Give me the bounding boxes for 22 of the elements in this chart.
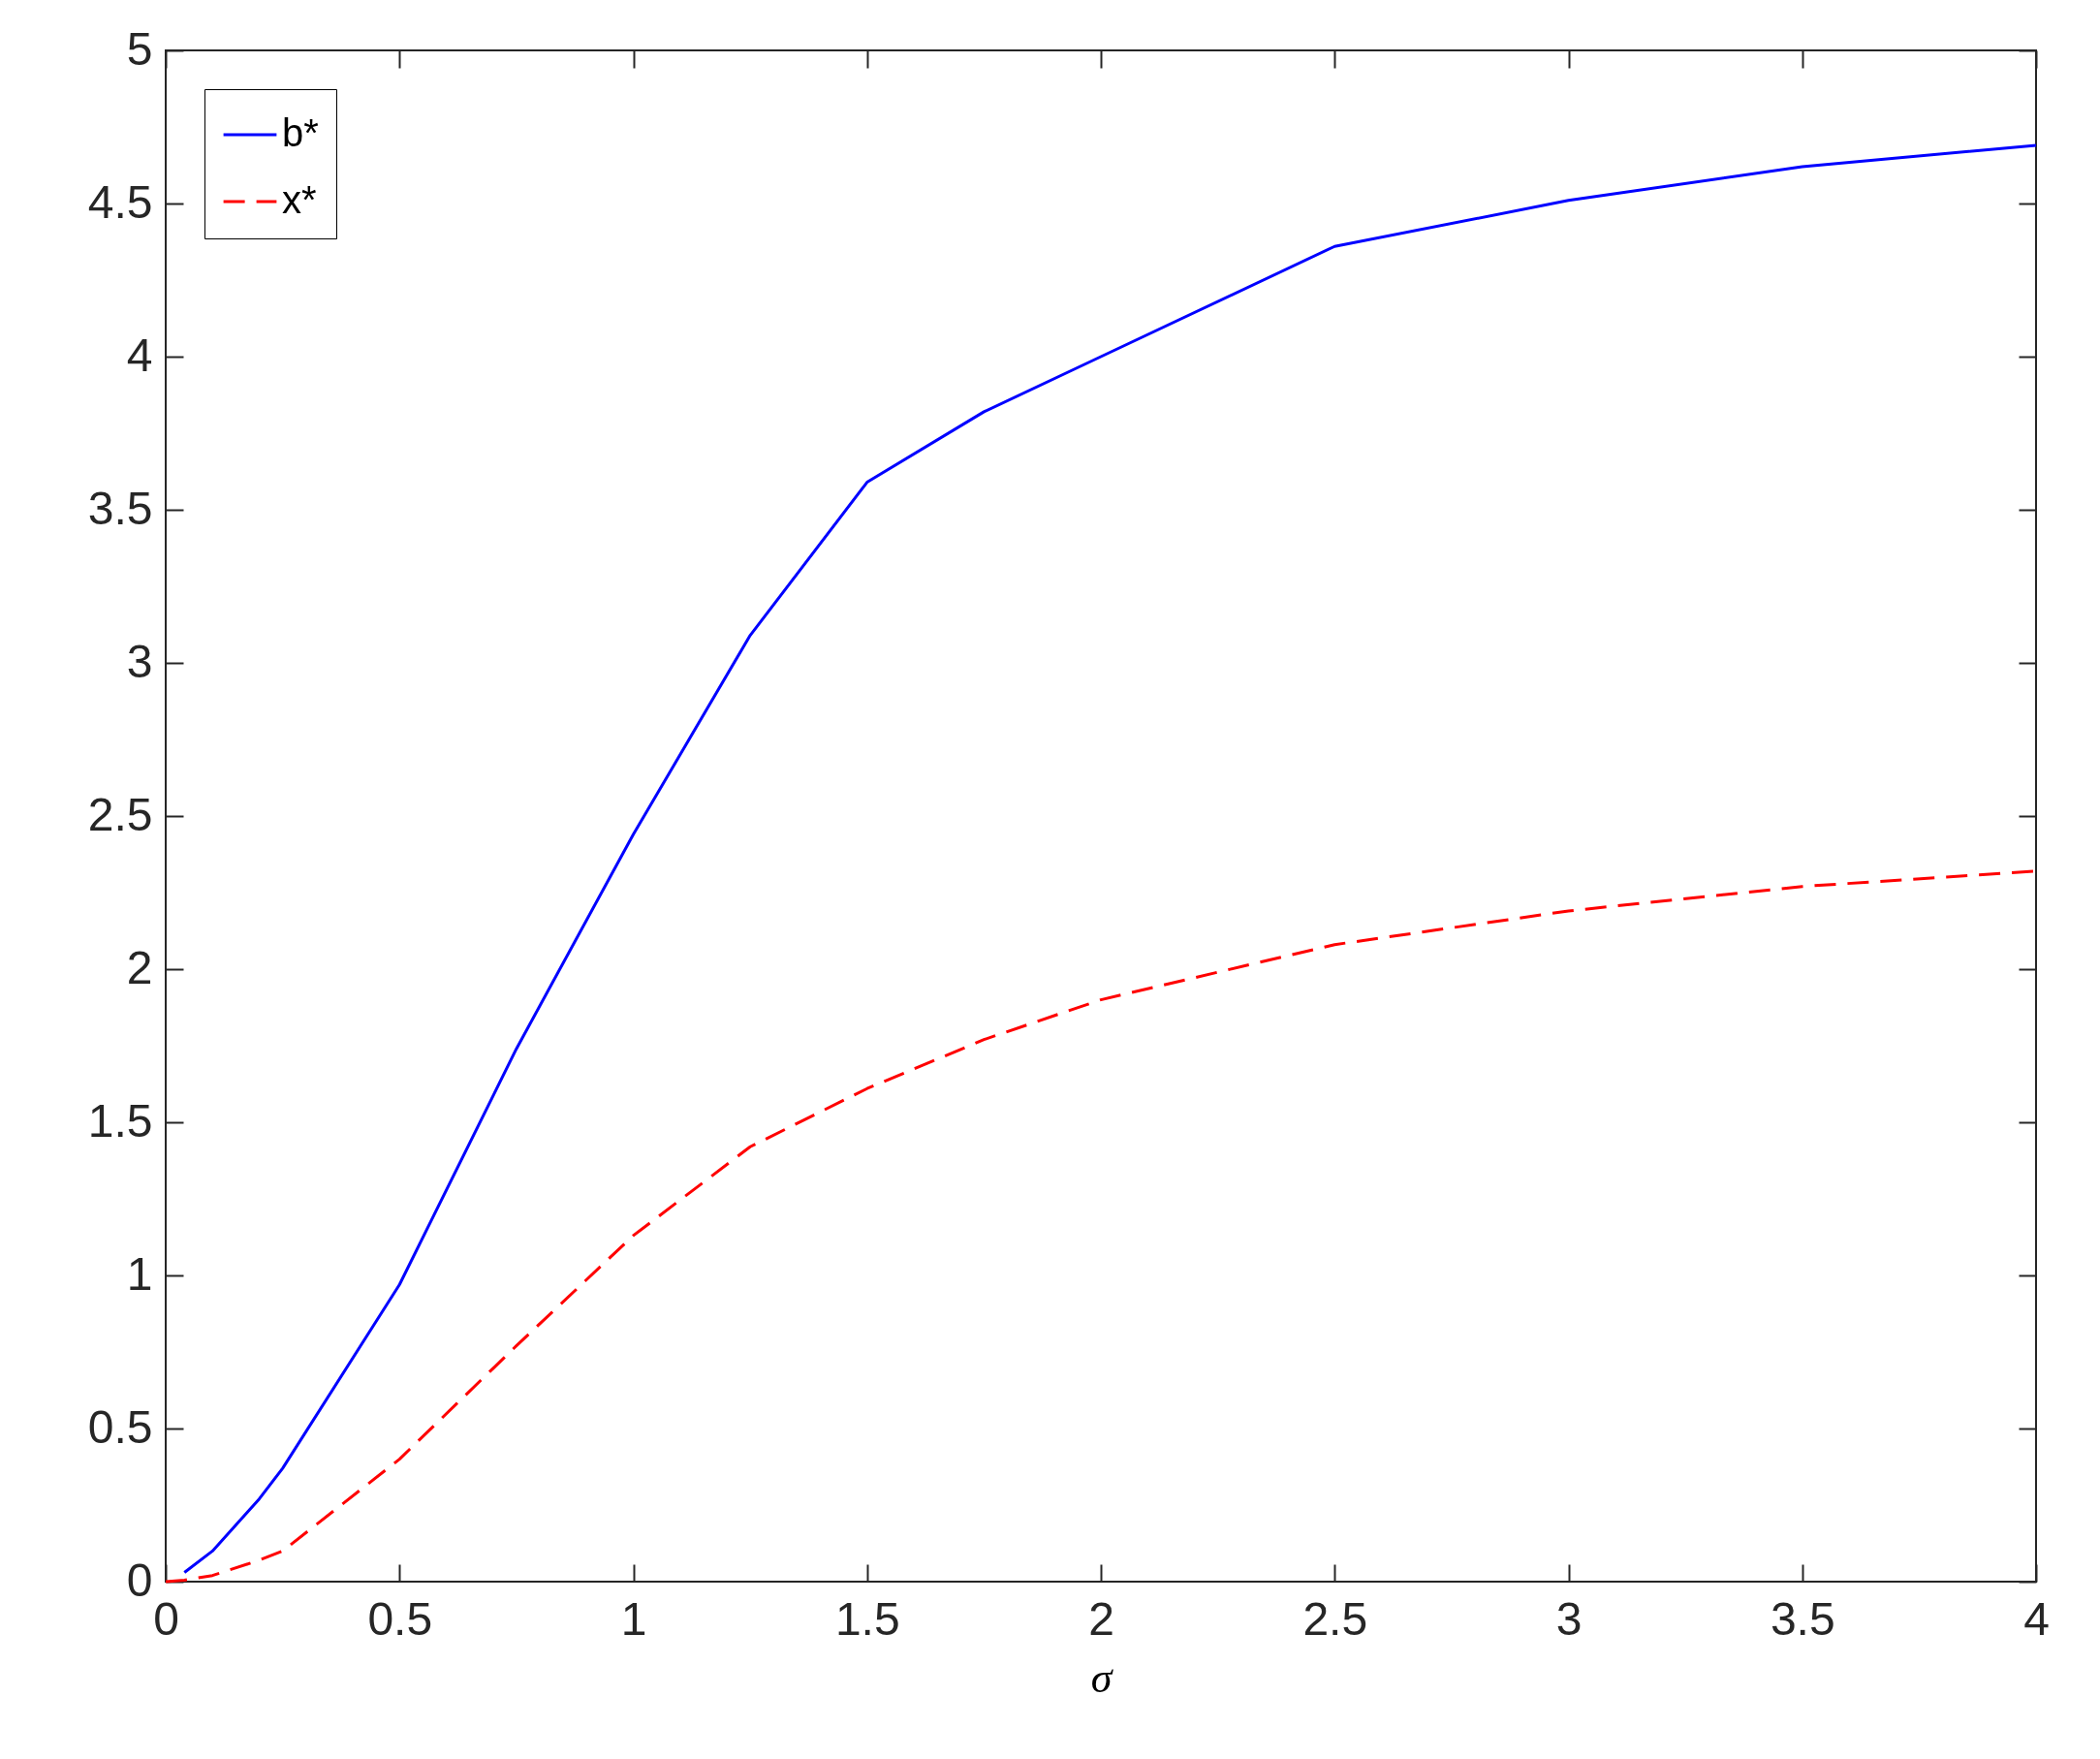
y-tick-label: 2.5: [87, 788, 153, 840]
x-tick-label: 0.5: [367, 1592, 433, 1645]
y-tick-label: 1.5: [87, 1094, 153, 1146]
y-tick-label: 4: [126, 329, 153, 381]
y-tick-label: 4.5: [87, 175, 153, 228]
x-tick-label: 3: [1555, 1592, 1583, 1645]
y-tick-label: 3: [126, 635, 153, 687]
y-tick-label: 3.5: [87, 482, 153, 534]
x-axis-title: σ: [1090, 1653, 1114, 1702]
x-tick-label: 2: [1088, 1592, 1114, 1645]
x-tick-label: 2.5: [1302, 1592, 1368, 1645]
y-tick-label: 2: [126, 941, 153, 993]
x-tick-label: 3.5: [1770, 1592, 1835, 1645]
x-tick-label: 4: [2023, 1592, 2050, 1645]
y-tick-label: 0: [126, 1554, 153, 1606]
x-tick-label: 1: [620, 1592, 647, 1645]
legend-label: x*: [282, 178, 317, 221]
x-tick-label: 1.5: [834, 1592, 900, 1645]
y-tick-label: 5: [126, 22, 153, 75]
legend-label: b*: [282, 111, 319, 154]
y-tick-label: 0.5: [87, 1400, 153, 1453]
y-tick-label: 1: [126, 1247, 153, 1300]
